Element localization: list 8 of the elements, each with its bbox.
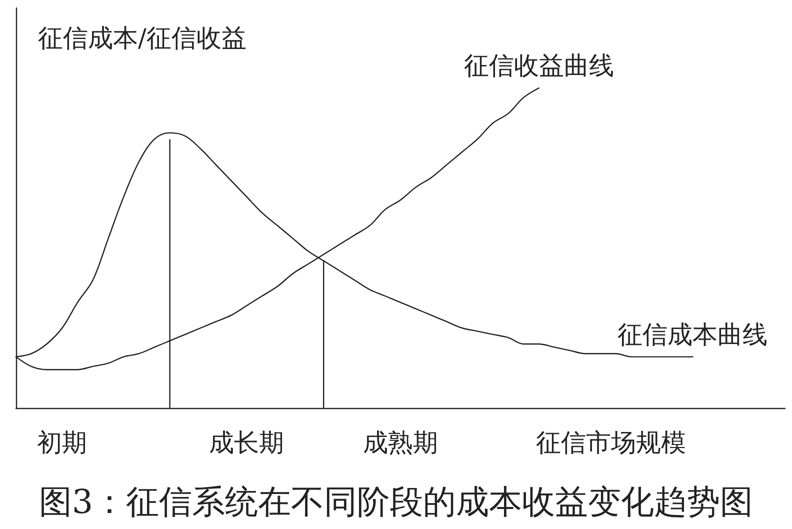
text: 图3：征信系统在不同阶段的成本收益变化趋势图 (39, 482, 753, 521)
x-tick-label: 初期 (37, 428, 88, 457)
x-axis-title: 征信市场规模 (536, 428, 686, 457)
series-label: 征信成本曲线 (618, 320, 768, 349)
x-tick-label: 成熟期 (363, 428, 438, 457)
y-axis-title: 征信成本/征信收益 (38, 24, 246, 52)
series-label: 征信收益曲线 (464, 51, 614, 80)
x-tick-label: 成长期 (209, 428, 284, 457)
